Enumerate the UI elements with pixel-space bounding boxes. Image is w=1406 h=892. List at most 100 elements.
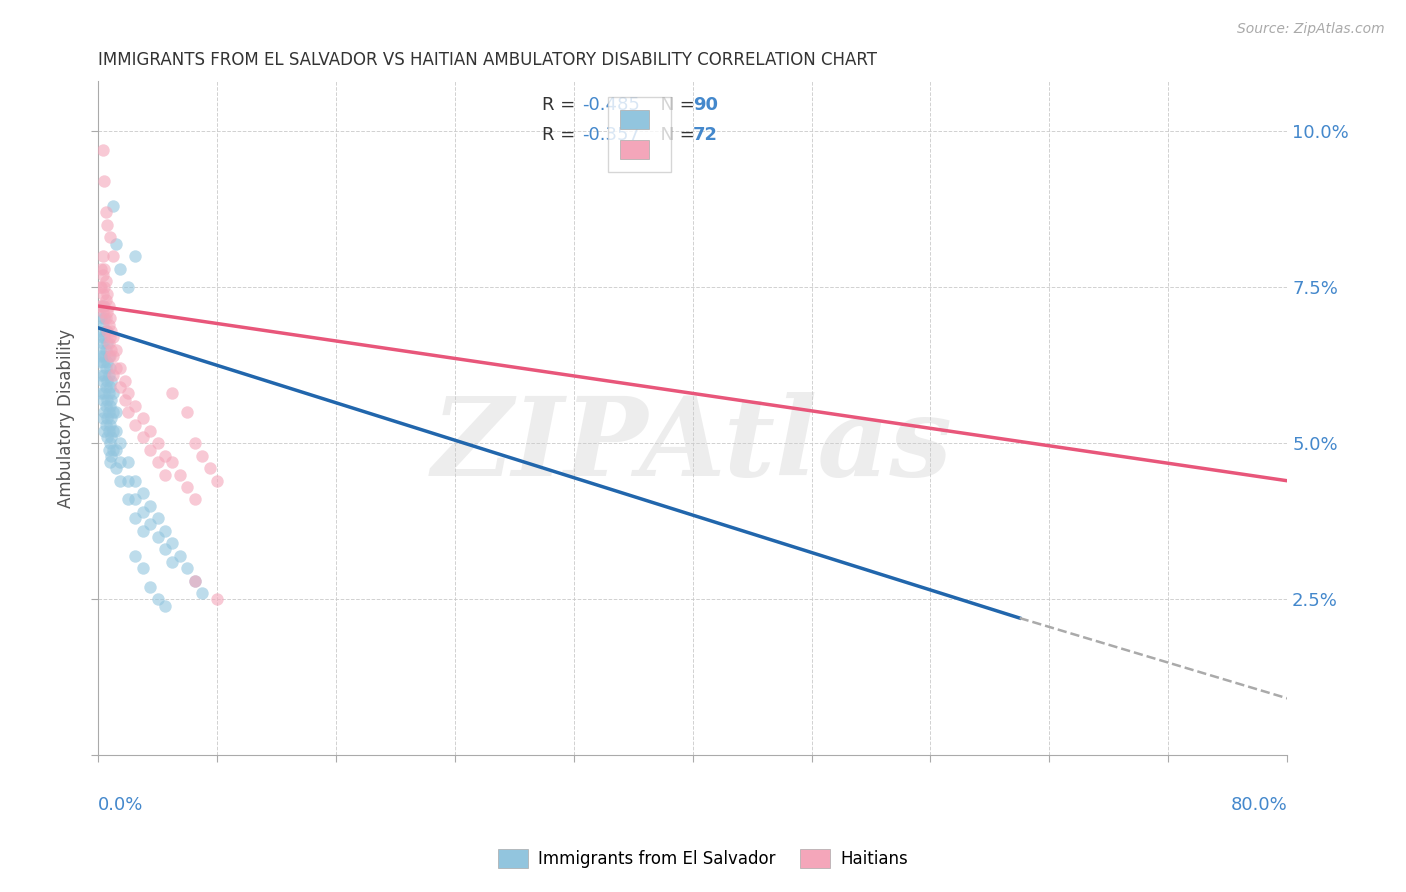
Point bbox=[146, 530, 169, 544]
Point bbox=[162, 536, 184, 550]
Point bbox=[131, 561, 153, 575]
Point bbox=[93, 261, 115, 276]
Point bbox=[191, 586, 214, 600]
Point bbox=[93, 386, 115, 401]
Point bbox=[176, 561, 198, 575]
Point bbox=[98, 349, 121, 363]
Point bbox=[104, 236, 127, 251]
Point bbox=[94, 399, 117, 413]
Point bbox=[91, 299, 114, 313]
Point bbox=[101, 330, 124, 344]
Point bbox=[183, 492, 205, 507]
Point bbox=[97, 386, 120, 401]
Point bbox=[96, 305, 118, 319]
Point bbox=[101, 199, 124, 213]
Point bbox=[91, 355, 114, 369]
Text: -0.485: -0.485 bbox=[582, 95, 640, 113]
Point bbox=[93, 311, 115, 326]
Point bbox=[89, 280, 111, 294]
Point bbox=[100, 324, 122, 338]
Text: 0.0%: 0.0% bbox=[98, 796, 143, 814]
Point bbox=[117, 474, 139, 488]
Point bbox=[94, 311, 117, 326]
Point bbox=[169, 467, 191, 482]
Point bbox=[93, 174, 115, 188]
Point bbox=[91, 374, 114, 388]
Point bbox=[96, 324, 118, 338]
Point bbox=[153, 449, 176, 463]
Point bbox=[91, 411, 114, 425]
Point bbox=[110, 455, 132, 469]
Point bbox=[91, 249, 114, 263]
Point bbox=[97, 405, 120, 419]
Point bbox=[98, 417, 121, 432]
Point bbox=[104, 461, 127, 475]
Point bbox=[104, 405, 127, 419]
Point bbox=[104, 361, 127, 376]
Point bbox=[96, 430, 118, 444]
Text: Source: ZipAtlas.com: Source: ZipAtlas.com bbox=[1237, 22, 1385, 37]
Point bbox=[96, 218, 118, 232]
Point bbox=[98, 330, 121, 344]
Point bbox=[100, 411, 122, 425]
Point bbox=[117, 280, 139, 294]
Point bbox=[131, 411, 153, 425]
Point bbox=[101, 386, 124, 401]
Point bbox=[101, 249, 124, 263]
Point bbox=[110, 474, 132, 488]
Point bbox=[100, 374, 122, 388]
Point bbox=[90, 261, 112, 276]
Point bbox=[97, 349, 120, 363]
Text: 80.0%: 80.0% bbox=[1230, 796, 1288, 814]
Point bbox=[100, 449, 122, 463]
Point bbox=[131, 524, 153, 538]
Point bbox=[97, 336, 120, 351]
Point bbox=[90, 330, 112, 344]
Point bbox=[146, 455, 169, 469]
Point bbox=[90, 349, 112, 363]
Point bbox=[183, 574, 205, 588]
Text: R =: R = bbox=[541, 126, 581, 144]
Point bbox=[97, 424, 120, 438]
Point bbox=[131, 486, 153, 500]
Point bbox=[94, 380, 117, 394]
Point bbox=[89, 299, 111, 313]
Point bbox=[117, 492, 139, 507]
Point bbox=[110, 436, 132, 450]
Point bbox=[94, 417, 117, 432]
Point bbox=[96, 355, 118, 369]
Point bbox=[153, 524, 176, 538]
Point bbox=[93, 405, 115, 419]
Point bbox=[94, 274, 117, 288]
Point bbox=[98, 399, 121, 413]
Text: N =: N = bbox=[648, 95, 700, 113]
Point bbox=[96, 286, 118, 301]
Point bbox=[124, 417, 146, 432]
Point bbox=[191, 449, 214, 463]
Point bbox=[153, 467, 176, 482]
Point bbox=[100, 430, 122, 444]
Point bbox=[98, 311, 121, 326]
Text: 90: 90 bbox=[693, 95, 717, 113]
Point bbox=[91, 143, 114, 157]
Point bbox=[153, 542, 176, 557]
Text: N =: N = bbox=[648, 126, 700, 144]
Y-axis label: Ambulatory Disability: Ambulatory Disability bbox=[58, 329, 75, 508]
Point bbox=[101, 405, 124, 419]
Point bbox=[162, 555, 184, 569]
Point bbox=[183, 574, 205, 588]
Point bbox=[98, 455, 121, 469]
Point bbox=[101, 424, 124, 438]
Point bbox=[93, 424, 115, 438]
Point bbox=[98, 361, 121, 376]
Text: IMMIGRANTS FROM EL SALVADOR VS HAITIAN AMBULATORY DISABILITY CORRELATION CHART: IMMIGRANTS FROM EL SALVADOR VS HAITIAN A… bbox=[98, 51, 877, 69]
Point bbox=[183, 436, 205, 450]
Point bbox=[176, 405, 198, 419]
Point bbox=[124, 511, 146, 525]
Point bbox=[94, 205, 117, 219]
Point bbox=[131, 430, 153, 444]
Point bbox=[124, 249, 146, 263]
Point bbox=[89, 324, 111, 338]
Point bbox=[96, 411, 118, 425]
Point bbox=[91, 318, 114, 332]
